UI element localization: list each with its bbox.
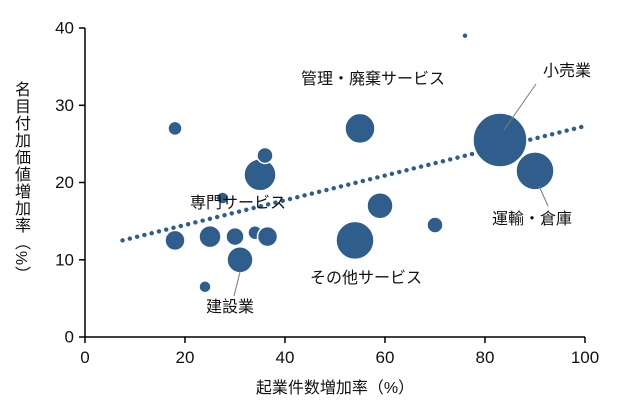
y-tick-label: 40 [55, 19, 74, 38]
bubble [335, 220, 375, 261]
x-tick-label: 100 [571, 348, 599, 367]
annotation-label: 建設業 [206, 298, 254, 316]
y-tick-label: 10 [55, 250, 74, 269]
annotation-label: 管理・廃棄サービス [301, 70, 445, 88]
leader-line [538, 185, 549, 207]
x-tick-label: 20 [176, 348, 195, 367]
bubble [256, 146, 274, 165]
bubble [198, 224, 222, 249]
bubble [366, 191, 394, 220]
trend-line [120, 123, 588, 243]
leader-line [233, 271, 241, 297]
bubble [215, 191, 230, 205]
bubble [164, 229, 186, 252]
annotation-label: その他サービス [310, 269, 422, 287]
x-tick-label: 80 [476, 348, 495, 367]
bubble [461, 31, 469, 40]
y-tick-label: 0 [65, 328, 74, 347]
annotation-label: 専門サービス [190, 194, 286, 212]
y-axis-title: 名目付加価値増加率（%） [12, 80, 29, 284]
x-tick-label: 0 [80, 348, 89, 367]
bubble [472, 112, 528, 168]
bubble [344, 112, 376, 145]
x-axis-title: 起業件数増加率（%） [255, 380, 415, 397]
bubble [243, 158, 277, 192]
bubble [256, 225, 279, 248]
bubble [426, 216, 444, 234]
y-tick-label: 20 [55, 173, 74, 192]
x-tick-label: 40 [276, 348, 295, 367]
bubble [198, 280, 212, 294]
annotation-label: 運輸・倉庫 [492, 210, 572, 228]
y-tick-label: 30 [55, 96, 74, 115]
bubble [515, 151, 555, 191]
annotation-label: 小売業 [543, 62, 591, 80]
x-tick-label: 60 [376, 348, 395, 367]
bubble [225, 226, 245, 247]
bubble [226, 246, 254, 274]
leader-line [503, 83, 537, 131]
bubble [167, 120, 183, 137]
